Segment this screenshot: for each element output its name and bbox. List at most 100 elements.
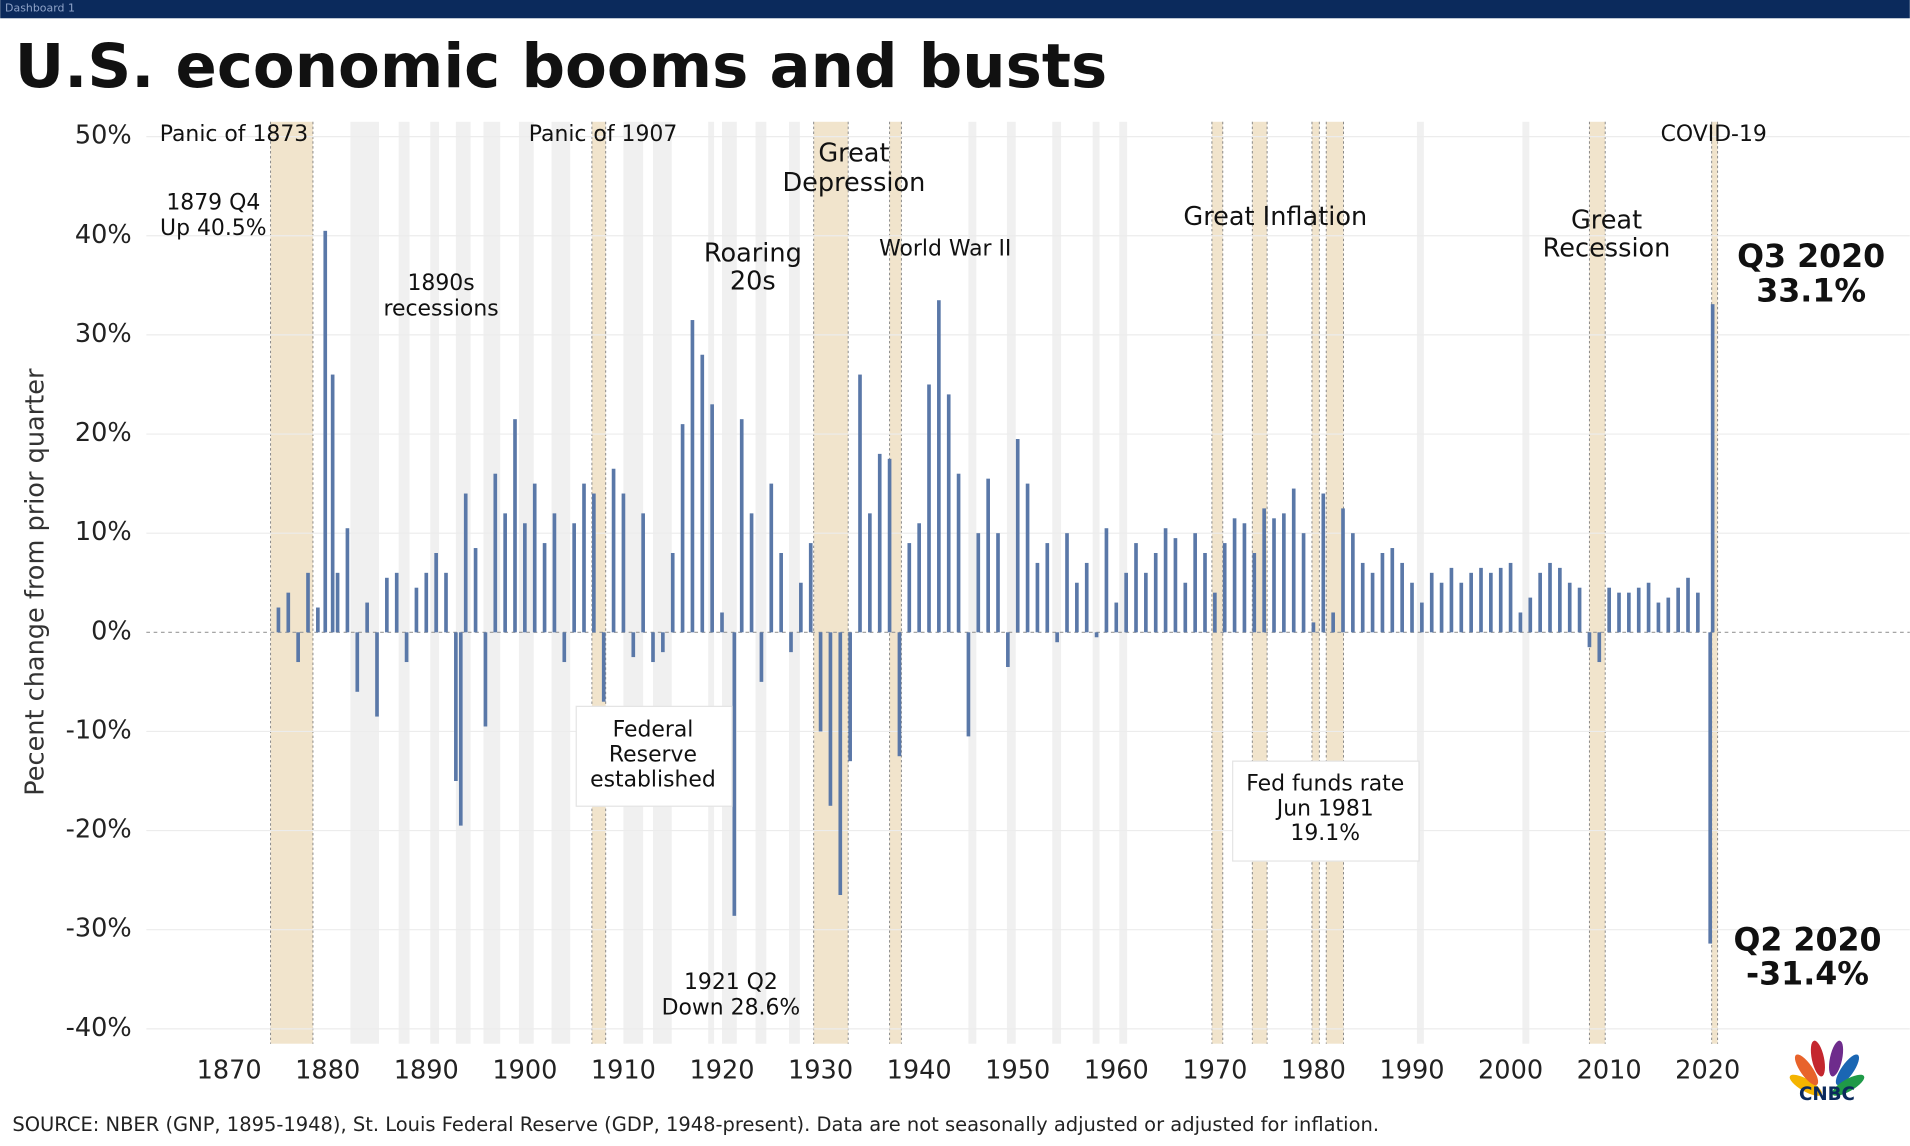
bar xyxy=(335,572,340,633)
bar xyxy=(582,483,586,633)
bar xyxy=(1479,567,1483,633)
bar xyxy=(1710,304,1715,633)
annotation: 20s xyxy=(730,267,776,297)
annotation: Q3 2020 xyxy=(1737,239,1885,275)
bar xyxy=(1203,553,1207,633)
bar xyxy=(345,528,350,633)
bar xyxy=(1518,612,1523,633)
annotation: -31.4% xyxy=(1746,957,1869,993)
highlight-band xyxy=(1326,121,1344,1044)
bar xyxy=(572,523,576,633)
bar xyxy=(1577,587,1582,633)
recession-band xyxy=(1052,121,1062,1044)
bar xyxy=(1548,562,1552,633)
recession-band xyxy=(1006,121,1016,1044)
bar xyxy=(907,543,912,633)
x-tick-label: 1940 xyxy=(887,1056,952,1086)
bar xyxy=(710,404,714,633)
x-tick-label: 2010 xyxy=(1577,1056,1642,1086)
y-tick-label: -20% xyxy=(66,815,132,845)
bar xyxy=(976,533,981,633)
bar xyxy=(434,553,438,633)
bar xyxy=(473,548,478,633)
y-tick-label: -30% xyxy=(66,914,132,944)
bar xyxy=(454,632,458,782)
highlight-band xyxy=(270,121,313,1044)
bar xyxy=(1400,562,1404,633)
y-tick-label: 0% xyxy=(91,616,132,646)
bar xyxy=(463,493,468,633)
recession-band xyxy=(551,121,571,1044)
bar xyxy=(1528,597,1533,633)
recession-band xyxy=(1416,121,1424,1044)
bar xyxy=(1301,533,1306,633)
bar xyxy=(1114,602,1119,633)
annotation: Down 28.6% xyxy=(662,995,801,1020)
bar xyxy=(1459,582,1464,633)
bar xyxy=(1045,543,1050,633)
logo-feather xyxy=(1810,1040,1825,1077)
bar xyxy=(458,632,463,826)
recession-band xyxy=(483,121,501,1044)
bar xyxy=(1291,488,1296,633)
bar xyxy=(1272,518,1276,633)
annotation: Great xyxy=(1571,206,1642,236)
bar xyxy=(1242,523,1247,633)
annotation: Recession xyxy=(1543,234,1671,264)
bar xyxy=(1094,632,1099,638)
y-tick-label: -40% xyxy=(66,1013,132,1043)
annotation: Panic of 1873 xyxy=(160,122,308,147)
x-tick-label: 1970 xyxy=(1182,1056,1247,1086)
bar xyxy=(1370,572,1375,633)
bar xyxy=(1134,543,1138,633)
bar xyxy=(1686,577,1690,633)
grid xyxy=(146,136,1910,1030)
annotation: Up 40.5% xyxy=(160,216,267,241)
bar xyxy=(690,320,695,633)
bar xyxy=(1163,528,1168,633)
bar xyxy=(296,632,300,663)
x-tick-label: 2000 xyxy=(1478,1056,1543,1086)
bar xyxy=(1183,582,1188,633)
bar xyxy=(532,483,537,633)
bar xyxy=(1084,562,1089,633)
bar xyxy=(1390,548,1395,633)
recession-band xyxy=(1092,121,1100,1044)
highlight-band xyxy=(1711,121,1718,1044)
bar xyxy=(1420,602,1424,633)
bar xyxy=(641,513,645,633)
tab-label: Dashboard 1 xyxy=(5,2,75,15)
annotation: 19.1% xyxy=(1290,821,1360,846)
bar xyxy=(838,632,843,896)
bar xyxy=(986,478,990,633)
bar xyxy=(1429,572,1434,633)
x-tick-label: 2020 xyxy=(1675,1056,1740,1086)
bar xyxy=(1321,493,1326,633)
bar xyxy=(966,632,971,737)
annotation: Federal xyxy=(613,718,694,743)
bar xyxy=(1331,612,1335,633)
x-tick-label: 1910 xyxy=(591,1056,656,1086)
bar xyxy=(1708,632,1713,944)
bar xyxy=(611,468,616,633)
x-tick-label: 1990 xyxy=(1379,1056,1444,1086)
bar xyxy=(1666,597,1671,633)
annotation: Q2 2020 xyxy=(1733,922,1881,958)
logo-feather xyxy=(1789,1074,1822,1096)
logo: CNBC xyxy=(1789,1040,1865,1105)
bar xyxy=(1055,632,1059,643)
x-tick-label: 1900 xyxy=(492,1056,557,1086)
bar xyxy=(316,607,320,633)
y-axis-label: Pecent change from prior quarter xyxy=(21,368,51,796)
highlight-band xyxy=(1311,121,1320,1044)
y-tick-label: 50% xyxy=(75,121,132,151)
x-tick-label: 1930 xyxy=(788,1056,853,1086)
labels: 50% 40% 30% 20% 10% 0% -10% -20% -30% -40% 1870 188… xyxy=(66,121,1886,1086)
bar xyxy=(927,384,931,633)
annotation: established xyxy=(590,768,716,793)
bar xyxy=(1676,587,1680,633)
source: SOURCE: NBER (GNP, 1895-1948), St. Louis… xyxy=(12,1113,1379,1136)
x-tick-label: 1950 xyxy=(985,1056,1050,1086)
bar xyxy=(552,513,557,633)
